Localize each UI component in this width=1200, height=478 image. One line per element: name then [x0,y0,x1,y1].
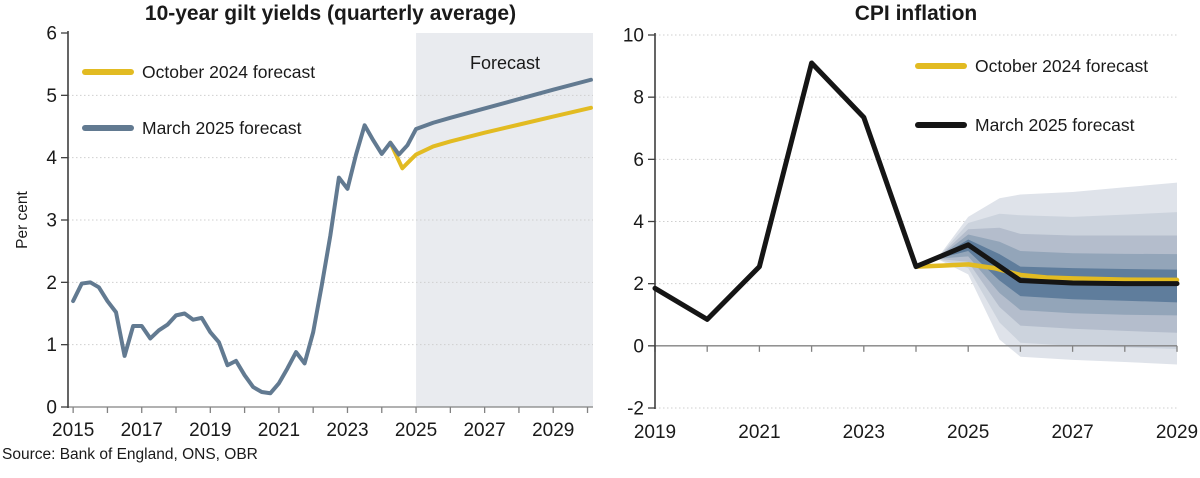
x-tick-label: 2023 [326,420,368,441]
y-tick-label: 0 [633,336,644,357]
y-tick-label: -2 [627,399,644,420]
x-tick-label: 2021 [258,420,300,441]
y-tick-label: 5 [46,86,57,107]
legend-label: October 2024 forecast [142,61,316,82]
y-tick-label: 2 [46,273,57,294]
y-tick-label: 1 [46,335,57,356]
october-2024-swatch [915,63,967,69]
legend-item-october-2024: October 2024 forecast [915,56,1148,76]
october-2024-line [388,105,593,171]
y-axis-label-per-cent: Per cent [14,191,31,249]
y-tick-label: 3 [46,211,57,232]
fan-band-1 [936,239,1177,303]
legend-label: March 2025 forecast [975,114,1135,135]
legend-item-march-2025: March 2025 forecast [82,118,302,138]
legend-item-october-2024: October 2024 forecast [82,62,315,82]
legend-label: October 2024 forecast [975,55,1149,76]
y-tick-label: 8 [633,88,644,109]
march-2025-swatch [915,122,967,128]
y-tick-label: 4 [633,212,644,233]
legend-label: March 2025 forecast [142,117,302,138]
x-tick-label: 2025 [395,420,437,441]
x-tick-label: 2015 [52,420,94,441]
x-tick-label: 2019 [189,420,231,441]
y-tick-label: 4 [46,148,57,169]
chart-1: -2 0 2 4 6 8 10 2019 2021 2023 2025 2027 2029 [623,26,1198,444]
x-tick-label: 2029 [532,420,574,441]
forecast-region-label: Forecast [469,53,541,73]
chart-0: 0 1 2 3 4 5 6 2015 2017 2019 2021 2023 2025 2027 2029 [46,24,593,441]
y-tick-label: 0 [46,398,57,419]
legend-item-march-2025: March 2025 forecast [915,115,1135,135]
source-note: Source: Bank of England, ONS, OBR [2,446,258,463]
x-tick-label: 2027 [463,420,505,441]
march-2025-line [71,77,593,396]
y-tick-label: 6 [46,24,57,45]
gilt-yields-chart-title: 10-year gilt yields (quarterly average) [144,2,517,25]
x-tick-label: 2019 [634,422,676,443]
x-tick-label: 2021 [738,422,780,443]
x-tick-label: 2023 [843,422,885,443]
x-tick-label: 2029 [1156,422,1198,443]
march-2025-line [652,60,1180,322]
x-tick-label: 2017 [121,420,163,441]
y-tick-label: 6 [633,150,644,171]
x-tick-label: 2027 [1051,422,1093,443]
x-tick-label: 2025 [947,422,989,443]
y-tick-label: 10 [623,26,644,47]
y-tick-label: 2 [633,274,644,295]
cpi-inflation-chart-title: CPI inflation [854,2,978,25]
march-2025-swatch [82,125,134,131]
october-2024-line [913,262,1180,283]
october-2024-swatch [82,69,134,75]
